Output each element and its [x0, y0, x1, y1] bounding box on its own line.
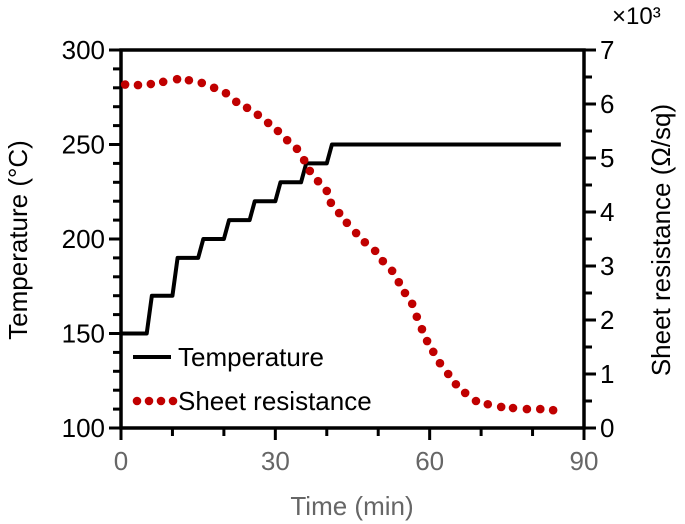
y-right-tick-label: 3: [600, 251, 614, 281]
series-resistance-point: [378, 256, 388, 266]
series-resistance-point: [471, 396, 481, 406]
series-resistance-point: [460, 388, 470, 398]
series-resistance-point: [535, 404, 545, 414]
series-resistance-point: [412, 312, 422, 322]
series-resistance-point: [400, 288, 410, 298]
legend-label-resistance: Sheet resistance: [178, 386, 372, 416]
series-resistance-point: [253, 110, 263, 120]
legend-swatch-resistance: [132, 396, 178, 406]
series-resistance-point: [522, 404, 532, 414]
series-resistance-point: [508, 403, 518, 413]
series-resistance-point: [342, 218, 352, 228]
series-resistance-point: [417, 324, 427, 334]
series-resistance-point: [146, 79, 156, 89]
series-resistance-point: [322, 186, 332, 196]
legend-dot: [156, 396, 166, 406]
series-resistance-point: [184, 75, 194, 85]
series-resistance-point: [435, 358, 445, 368]
y-left-tick-label: 150: [62, 319, 105, 349]
x-tick-label: 0: [114, 446, 128, 476]
right-axis-multiplier: ×10³: [612, 3, 661, 30]
legend: Temperature Sheet resistance: [132, 342, 372, 416]
ticks: 0 30 60 90 100 150 200 250 300 0 1 2 3 4 5 6 7: [62, 35, 615, 476]
legend-dot: [132, 396, 142, 406]
series-resistance-point: [299, 155, 309, 165]
series-resistance-point: [221, 88, 231, 98]
series-resistance-point: [334, 208, 344, 218]
y-right-tick-label: 0: [600, 413, 614, 443]
x-axis-label: Time (min): [290, 491, 413, 521]
y-axis-left-label: Temperature (°C): [3, 140, 33, 340]
series-resistance-point: [387, 266, 397, 276]
y-left-tick-label: 250: [62, 130, 105, 160]
series-resistance-point: [305, 166, 315, 176]
legend-dot: [168, 396, 178, 406]
series-resistance-point: [483, 399, 493, 409]
series-resistance-point: [496, 402, 506, 412]
x-tick-label: 30: [261, 446, 290, 476]
y-right-tick-label: 4: [600, 197, 614, 227]
series-resistance-point: [443, 369, 453, 379]
series-resistance-point: [273, 126, 283, 136]
y-right-tick-label: 7: [600, 35, 614, 65]
series-resistance-point: [351, 228, 361, 238]
series-resistance-point: [263, 118, 273, 128]
y-left-tick-label: 300: [62, 35, 105, 65]
series-resistance-point: [282, 135, 292, 145]
series-resistance-point: [158, 77, 168, 87]
series-resistance-point: [172, 74, 182, 84]
series-resistance-point: [422, 336, 432, 346]
marks: [120, 74, 561, 415]
series-resistance-point: [292, 144, 302, 154]
series-resistance-point: [548, 405, 558, 415]
series-resistance-point: [133, 80, 143, 90]
series-resistance-point: [370, 246, 380, 256]
series-resistance-point: [231, 97, 241, 107]
y-right-tick-label: 2: [600, 305, 614, 335]
series-temperature-line: [121, 142, 561, 336]
legend-label-temperature: Temperature: [178, 342, 324, 372]
series-resistance-point: [313, 176, 323, 186]
series-resistance-point: [428, 347, 438, 357]
series-resistance-point: [451, 379, 461, 389]
y-axis-right-label: Sheet resistance (Ω/sq): [646, 104, 676, 376]
x-tick-label: 60: [415, 446, 444, 476]
y-left-tick-label: 200: [62, 224, 105, 254]
x-tick-label: 90: [570, 446, 599, 476]
y-right-tick-label: 6: [600, 89, 614, 119]
legend-dot: [144, 396, 154, 406]
y-right-tick-label: 5: [600, 143, 614, 173]
series-resistance-point: [120, 80, 130, 89]
y-right-tick-label: 1: [600, 359, 614, 389]
y-left-tick-label: 100: [62, 413, 105, 443]
series-resistance-point: [197, 78, 207, 88]
series-resistance-point: [360, 237, 370, 247]
series-resistance-point: [209, 83, 219, 93]
series-resistance-point: [394, 277, 404, 287]
series-resistance-point: [326, 198, 336, 208]
series-resistance-point: [242, 103, 252, 113]
series-resistance-point: [407, 299, 417, 309]
